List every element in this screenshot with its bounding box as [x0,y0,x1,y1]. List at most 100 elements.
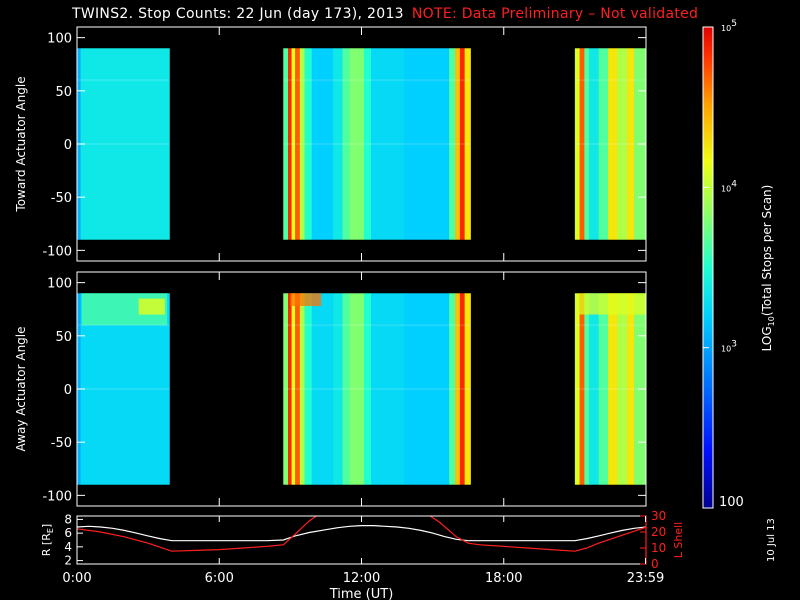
heatmap-band [363,48,372,240]
heatmap-hotspot [579,293,646,315]
heatmap-band [455,48,461,240]
heatmap-band [598,293,609,485]
r-series-line [77,524,646,542]
heatmap-band [304,48,313,240]
y-tick-label: 50 [55,330,72,345]
heatmap-band [333,293,343,485]
left-axis-label-close: ] [40,524,53,528]
heatmap-streak [283,79,471,82]
heatmap-band [349,293,365,485]
colorbar-tick-base: 10 [721,24,731,33]
heatmap-band [617,48,628,240]
heatmap-band [304,293,313,485]
y-tick-label: -100 [42,244,72,259]
y-tick-label: 0 [64,138,72,153]
heatmap-band [311,48,334,240]
y-tick-label: -50 [51,436,72,451]
heatmap-band [574,293,580,485]
datestamp: 10 Jul 13 [766,518,777,562]
left-y-tick-label: 6 [64,526,72,540]
left-axis-label-main: R [R [40,533,53,556]
heatmap-streak [574,388,646,390]
heatmap-band [311,293,334,485]
colorbar-label: LOG10(Total Stops per Scan) [760,185,776,352]
x-tick-label: 6:00 [205,571,234,586]
heatmap-band [608,48,618,240]
colorbar-tick-label: 103 [721,340,737,354]
right-y-tick-label: 20 [651,525,666,539]
heatmap-band [584,293,590,485]
heatmap-streak [77,79,170,82]
colorbar-tick-label: 105 [721,19,737,33]
y-axis-label: Away Actuator Angle [14,326,28,451]
x-axis-label: Time (UT) [329,587,394,600]
heatmap-band [584,48,590,240]
heatmap-band [295,293,301,485]
heatmap-band [579,48,585,240]
x-tick-label: 23:59 [627,571,664,586]
y-tick-label: 50 [55,85,72,100]
heatmap-band [295,48,301,240]
heatmap-hotspot [138,298,165,315]
heatmap-band [589,293,599,485]
heatmap-band [459,48,465,240]
heatmap-band [342,48,350,240]
right-y-tick-label: 0 [651,557,659,571]
heatmap-band [299,48,305,240]
heatmap-band [449,293,456,485]
heatmap-band [288,293,292,485]
y-tick-label: 0 [64,383,72,398]
heatmap-band [349,48,365,240]
toward-angle-panel: 100 50 0 -50 -100 Toward Actuator Angle [14,26,647,262]
heatmap-band [574,48,580,240]
heatmap-band [589,48,599,240]
heatmap-band [404,293,450,485]
heatmap-band [627,293,635,485]
colorbar-tick-base: 10 [721,184,731,193]
x-tick-label: 0:00 [62,571,91,586]
heatmap-band [342,293,350,485]
colorbar-tick-exp: 5 [731,19,737,29]
heatmap-band [455,293,461,485]
heatmap-band [370,293,405,485]
colorbar-tick-exp: 4 [731,179,737,189]
heatmap-streak [574,324,646,327]
heatmap-band [598,48,609,240]
heatmap-streak [283,388,471,390]
orbit-background [77,516,646,564]
heatmap-band [291,48,296,240]
heatmap-band [283,293,289,485]
right-y-tick-label: 30 [651,509,666,523]
y-tick-label: -100 [42,489,72,504]
heatmap-band [299,293,305,485]
left-axis-label: R [RE] [40,524,55,556]
heatmap-band [464,293,471,485]
heatmap-hotspot [290,293,322,307]
colorbar-label-prefix: LOG [760,326,774,351]
heatmap-band [579,293,585,485]
colorbar-tick-exp: 3 [731,340,737,350]
heatmap-streak [77,388,170,390]
heatmap-band [80,48,170,240]
left-y-tick-label: 4 [64,540,72,554]
y-tick-label: 100 [47,32,72,47]
heatmap-band [617,293,628,485]
x-tick-label: 12:00 [343,571,380,586]
heatmap-band [404,48,450,240]
heatmap-streak [77,143,170,145]
left-axis-label-sub: E [46,528,55,533]
heatmap-streak [574,79,646,82]
heatmap-streak [283,143,471,145]
colorbar-tick-label: 104 [721,179,737,193]
away-angle-panel: 100 50 0 -50 -100 Away Actuator Angle [14,271,647,507]
chart-title: TWINS2. Stop Counts: 22 Jun (day 173), 2… [72,6,698,22]
preliminary-note: NOTE: Data Preliminary – Not validated [411,6,699,22]
heatmap-band [291,293,296,485]
colorbar-label-sub: 10 [767,316,776,326]
right-y-tick-label: 10 [651,541,666,555]
y-tick-label: 100 [47,277,72,292]
heatmap-band [283,48,289,240]
